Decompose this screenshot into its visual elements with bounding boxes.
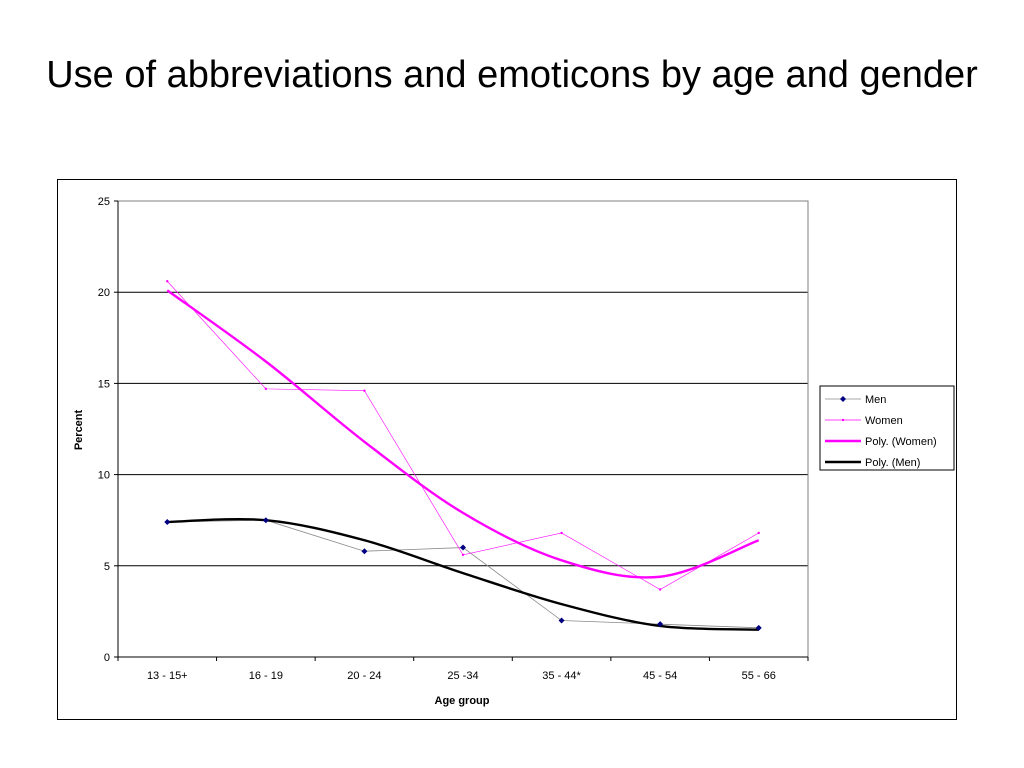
marker-men [164,519,171,526]
series-markers [164,280,762,631]
marker-men [657,621,664,628]
x-tick-label: 45 - 54 [643,670,677,682]
legend-label: Women [865,415,903,427]
marker-women [658,588,662,591]
marker-women [757,531,760,535]
series-line-women [167,281,759,590]
marker-men [262,517,269,524]
legend-label: Men [865,394,886,406]
slide-title-text: Use of abbreviations and emoticons by ag… [46,54,978,96]
legend-marker-women [841,418,845,422]
y-tick-label: 25 [98,196,110,208]
marker-women [461,553,465,557]
marker-men [755,624,762,631]
line-chart: 0 5 10 15 20 25 13 - 15+ 16 - 19 20 - 24 25 -34 35… [73,196,955,707]
x-tick-label: 16 - 19 [249,670,283,682]
marker-men [558,617,565,624]
legend-label: Poly. (Women) [865,436,937,448]
y-tick-label: 10 [98,470,110,482]
marker-women [363,389,366,392]
y-tick-label: 15 [98,378,110,390]
plot-area [117,200,809,658]
marker-men [361,548,368,555]
x-tick-label: 25 -34 [447,670,478,682]
legend-label: Poly. (Men) [865,457,920,469]
y-tick-label: 0 [104,652,110,664]
x-tick-label: 13 - 15+ [147,670,188,682]
chart-frame: 0 5 10 15 20 25 13 - 15+ 16 - 19 20 - 24 25 -34 35… [57,179,957,720]
y-tick-label: 20 [98,287,110,299]
legend-marker-men [840,396,846,402]
marker-women [166,280,169,283]
y-axis-title: Percent [73,409,85,450]
slide-title: Use of abbreviations and emoticons by ag… [40,52,984,98]
trendline-women [166,289,760,579]
marker-men [460,544,466,551]
y-tick-label: 5 [104,561,110,573]
marker-women [264,387,268,391]
gridlines [118,291,808,567]
x-axis-title: Age group [435,695,490,707]
x-tick-label: 35 - 44* [542,670,581,682]
legend: Men Women Poly. (Women) Poly. (Men) [819,385,955,471]
x-tick-label: 55 - 66 [742,670,776,682]
x-tick-label: 20 - 24 [347,670,381,682]
axes: 0 5 10 15 20 25 13 - 15+ 16 - 19 20 - 24 25 -34 35… [98,196,809,682]
marker-women [560,531,563,535]
trend-lines [166,289,760,631]
